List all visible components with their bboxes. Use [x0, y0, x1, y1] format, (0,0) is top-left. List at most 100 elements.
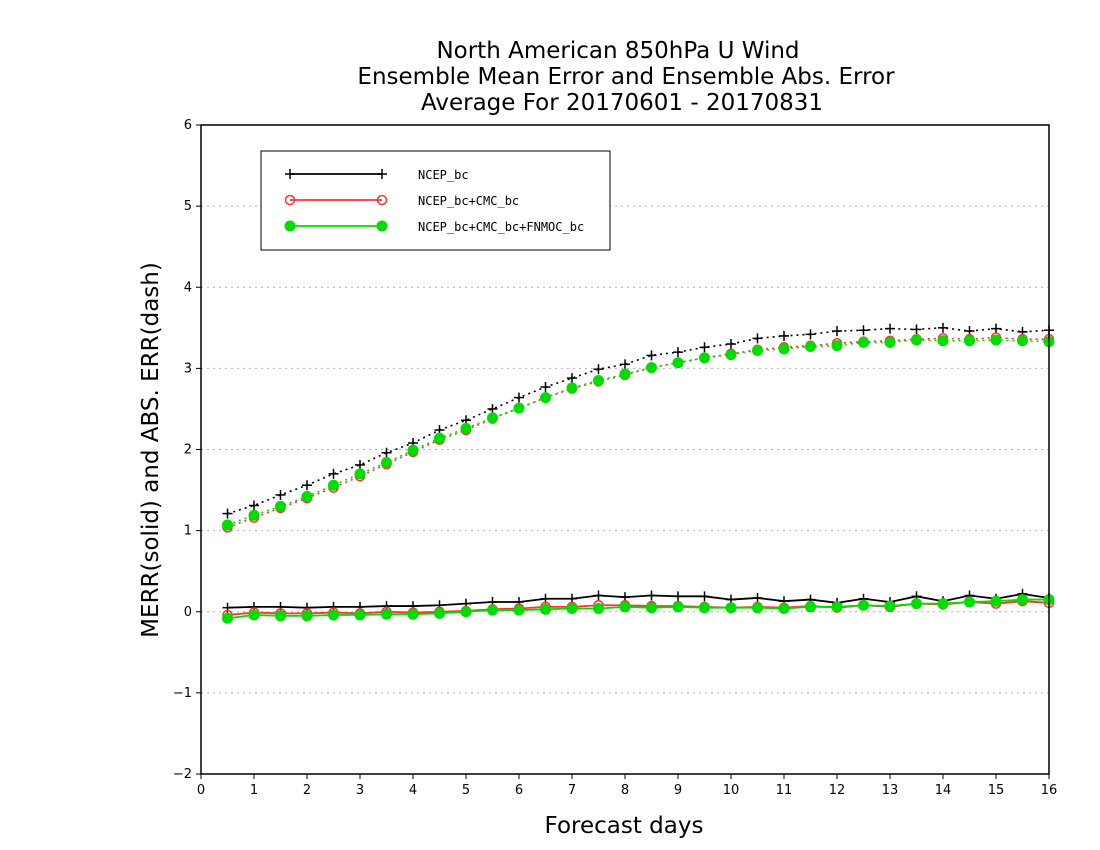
data-point [540, 603, 551, 615]
data-point [831, 340, 843, 352]
y-tick-label: 0 [184, 605, 192, 620]
data-point [699, 342, 710, 353]
legend-swatch-marker [285, 169, 295, 179]
data-point [222, 519, 233, 531]
data-point [566, 603, 578, 615]
plot-frame [200, 124, 1050, 775]
data-point [752, 602, 763, 614]
series-layer [222, 322, 1055, 624]
x-tick-label: 16 [1041, 783, 1058, 798]
legend-swatch-marker [376, 194, 388, 206]
data-point [328, 479, 339, 491]
data-point [620, 359, 630, 370]
data-point [407, 444, 419, 456]
x-tick-label: 11 [776, 783, 793, 798]
chart-title-line-3: Average For 20170601 - 20170831 [421, 90, 823, 116]
series-dotted-4 [222, 332, 1055, 533]
data-point [302, 480, 312, 491]
data-point [805, 601, 816, 613]
series-solid-2 [222, 594, 1055, 624]
data-point [381, 456, 392, 468]
data-point [699, 352, 710, 364]
legend: NCEP_bc NCEP_bc+CMC_bc NCEP_bc+CMC_bc+FN… [260, 150, 611, 251]
data-point [1017, 335, 1028, 347]
data-point [354, 609, 366, 621]
data-point [964, 596, 975, 608]
data-point [1017, 594, 1028, 606]
data-point [593, 590, 604, 601]
y-tick-label: 1 [184, 524, 192, 539]
data-point [699, 602, 710, 614]
data-point [911, 324, 922, 335]
data-point [699, 591, 710, 602]
data-point [593, 603, 604, 615]
series-line [227, 598, 1049, 620]
data-point [991, 323, 1001, 334]
data-point [726, 339, 736, 350]
data-point [222, 508, 233, 519]
chart-title-line-2: Ensemble Mean Error and Ensemble Abs. Er… [357, 64, 895, 90]
data-point [831, 601, 843, 613]
series-line [227, 339, 1050, 526]
data-point [328, 468, 339, 479]
chart-title-line-1: North American 850hPa U Wind [436, 38, 799, 64]
data-point [725, 602, 737, 614]
legend-swatch-marker [284, 220, 296, 232]
y-tick-label: 5 [184, 199, 192, 214]
legend-swatch-marker [376, 220, 388, 232]
data-point [248, 509, 260, 521]
data-point [885, 323, 895, 334]
data-point [487, 403, 498, 414]
x-tick-label: 15 [988, 783, 1005, 798]
x-tick-label: 12 [829, 783, 846, 798]
series-line [227, 327, 1050, 515]
data-point [990, 595, 1002, 607]
data-point [752, 333, 763, 344]
x-tick-label: 6 [515, 783, 523, 798]
data-point [434, 432, 445, 444]
data-point [567, 373, 577, 384]
legend-swatch-marker [377, 169, 387, 179]
data-point [646, 362, 657, 374]
y-tick-label: 4 [184, 280, 192, 295]
x-tick-label: 8 [621, 783, 629, 798]
data-point [805, 340, 816, 352]
data-point [646, 590, 657, 601]
data-point [513, 402, 525, 414]
y-axis-label: MERR(solid) and ABS. ERR(dash) [138, 262, 164, 638]
data-point [513, 604, 525, 616]
data-point [540, 382, 551, 393]
data-point [778, 603, 790, 615]
data-point [248, 609, 260, 621]
x-tick-label: 5 [462, 783, 470, 798]
data-point [301, 610, 313, 622]
data-point [673, 591, 683, 602]
data-point [964, 335, 975, 347]
data-point [275, 500, 286, 512]
data-point [381, 447, 392, 458]
data-point [355, 459, 365, 470]
data-point [593, 364, 604, 375]
data-point [222, 612, 233, 624]
data-point [249, 500, 259, 511]
data-point [487, 412, 498, 424]
x-tick-label: 4 [409, 783, 417, 798]
data-point [778, 343, 790, 355]
data-point [858, 599, 869, 611]
data-point [911, 598, 922, 610]
data-point [275, 489, 286, 500]
x-tick-label: 0 [197, 783, 205, 798]
data-point [752, 345, 763, 357]
data-point [752, 592, 763, 603]
y-tick-label: 3 [184, 361, 192, 376]
data-point [514, 392, 524, 403]
data-point [301, 491, 313, 503]
data-point [990, 334, 1002, 346]
data-point [328, 609, 339, 621]
data-point [805, 329, 816, 340]
data-point [646, 350, 657, 361]
data-point [460, 606, 472, 618]
data-point [858, 336, 869, 348]
data-point [354, 468, 366, 480]
